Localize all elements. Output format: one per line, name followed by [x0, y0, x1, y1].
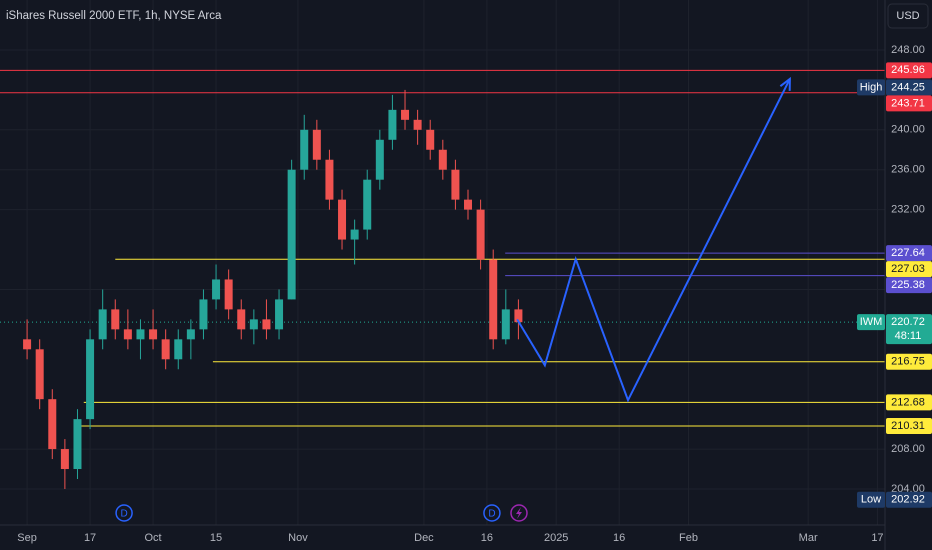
price-label-box	[886, 394, 932, 411]
candle-body	[451, 169, 460, 200]
price-label-box	[886, 277, 932, 294]
candle-body	[401, 109, 410, 120]
projection-path	[516, 78, 791, 403]
candle-body	[60, 449, 69, 470]
currency-button[interactable]	[887, 3, 929, 29]
x-tick-label: Mar	[799, 532, 818, 544]
y-tick-label: 208.00	[891, 443, 925, 455]
price-label-box	[886, 245, 932, 262]
price-label-box	[886, 261, 932, 278]
x-tick-label: 2025	[544, 532, 568, 544]
event-label: D	[488, 509, 495, 520]
price-label-box	[886, 79, 932, 96]
lightning-icon	[516, 507, 522, 519]
price-label-box	[886, 418, 932, 435]
candle-body	[86, 339, 95, 420]
price-tag: Low	[861, 494, 881, 506]
candle-body	[73, 419, 82, 470]
candle-body	[375, 139, 384, 180]
candle-body	[287, 169, 296, 300]
candle-body	[476, 209, 485, 260]
price-label: 210.31	[891, 420, 925, 432]
x-tick-label: Feb	[679, 532, 698, 544]
candle-body	[212, 279, 221, 300]
x-tick-label: Sep	[17, 532, 37, 544]
candle-body	[325, 159, 334, 200]
candle-body	[123, 329, 132, 340]
candle-body	[464, 199, 473, 210]
price-label: 243.71	[891, 97, 925, 109]
y-tick-label: 232.00	[891, 204, 925, 216]
candle-body	[262, 319, 271, 330]
candle-body	[312, 129, 321, 160]
y-tick-label: 236.00	[891, 164, 925, 176]
x-tick-label: 17	[871, 532, 883, 544]
price-label: 227.64	[891, 247, 925, 259]
candle-body	[199, 299, 208, 330]
price-tag-box	[857, 79, 885, 96]
x-tick-label: 15	[210, 532, 222, 544]
candle-body	[186, 329, 195, 340]
candle-body	[237, 309, 246, 330]
candle-body	[224, 279, 233, 310]
x-tick-label: Oct	[145, 532, 162, 544]
event-label: D	[120, 509, 127, 520]
candle-body	[174, 339, 183, 360]
candle-body	[98, 309, 107, 340]
price-label: 225.38	[891, 279, 925, 291]
chart-title: iShares Russell 2000 ETF, 1h, NYSE Arca	[6, 10, 222, 22]
event-marker	[115, 504, 133, 522]
candle-body	[363, 179, 372, 230]
price-label-box	[886, 95, 932, 112]
candle-body	[501, 309, 510, 340]
countdown: 48:11	[895, 330, 922, 342]
currency[interactable]: USD	[896, 10, 919, 22]
price-tag: High	[860, 81, 883, 93]
candle-body	[35, 349, 44, 400]
price-label: 202.92	[891, 494, 925, 506]
candle-body	[426, 129, 435, 150]
candle-body	[514, 309, 523, 323]
event-marker	[483, 504, 501, 522]
price-label: 244.25	[891, 81, 925, 93]
price-label-box	[886, 62, 932, 79]
candle-body	[338, 199, 347, 240]
candle-body	[489, 259, 498, 340]
candle-body	[23, 339, 32, 350]
price-tag-box	[857, 314, 885, 331]
projection-arrowhead	[779, 76, 791, 91]
price-label: 212.68	[891, 396, 925, 408]
price-label: 245.96	[891, 64, 925, 76]
price-label-box	[886, 353, 932, 370]
price-label: 220.72	[891, 316, 925, 328]
x-tick-label: 16	[613, 532, 625, 544]
candle-body	[249, 319, 258, 330]
candle-body	[136, 329, 145, 340]
price-tag: IWM	[860, 316, 883, 328]
candle-body	[48, 399, 57, 450]
candle-body	[350, 229, 359, 240]
x-tick-label: 17	[84, 532, 96, 544]
candle-body	[149, 329, 158, 340]
price-label: 216.75	[891, 356, 925, 368]
candle-body	[388, 109, 397, 140]
price-label: 227.03	[891, 263, 925, 275]
price-label-box	[886, 314, 932, 345]
candle-body	[300, 129, 309, 170]
x-tick-label: Dec	[414, 532, 434, 544]
price-label-box	[886, 491, 932, 508]
price-tag-box	[857, 491, 885, 508]
candle-body	[275, 299, 284, 330]
candle-body	[111, 309, 120, 330]
candle-body	[413, 119, 422, 130]
y-tick-label: 240.00	[891, 124, 925, 136]
candle-body	[438, 149, 447, 170]
candle-body	[161, 339, 170, 360]
x-tick-label: Nov	[288, 532, 308, 544]
y-tick-label: 248.00	[891, 44, 925, 56]
x-tick-label: 16	[481, 532, 493, 544]
